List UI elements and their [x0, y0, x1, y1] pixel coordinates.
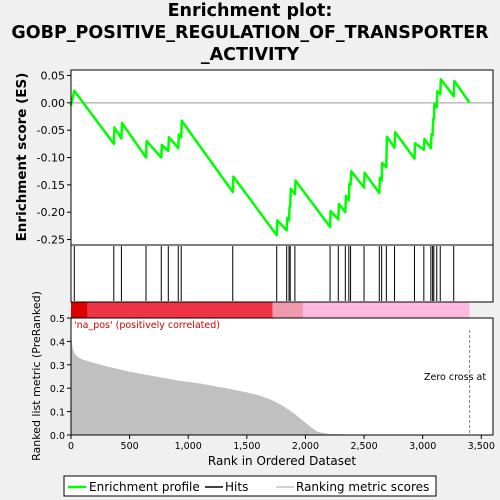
axes-layer: 0.05 0.00 -0.05 -0.10 -0.15 -0.20 -0.25 0.0 0.1 0…: [37, 69, 495, 452]
ranking-ytick-label: 0.5: [50, 314, 65, 325]
ranking-ytick-label: 0.1: [50, 408, 65, 419]
ranking-xtick-label: 1,000: [175, 441, 202, 452]
es-layer: [69, 78, 493, 237]
ranking-xtick-label: 500: [121, 441, 139, 452]
es-ytick-label: -0.15: [37, 179, 65, 192]
ranking-xlabel: Rank in Ordered Dataset: [208, 454, 356, 468]
ranking-ytick-label: 0.3: [50, 361, 65, 372]
ranking-panel-border: [70, 317, 494, 436]
es-ytick-label: 0.00: [41, 97, 66, 110]
legend: Enrichment profile Hits Ranking metric s…: [63, 475, 437, 497]
ranking-xtick-label: 2,500: [350, 441, 377, 452]
es-ytick-label: 0.05: [41, 69, 66, 82]
ranking-xtick-label: 3,000: [409, 441, 436, 452]
ranking-xtick-label: 1,500: [233, 441, 260, 452]
chart-title: Enrichment plot: GOBP_POSITIVE_REGULATIO…: [0, 0, 500, 66]
chart-title-line-3: _ACTIVITY: [200, 45, 300, 65]
legend-hits-label: Hits: [225, 480, 248, 494]
enrichment-profile-line: [69, 78, 471, 237]
es-ylabel: Enrichment score (ES): [14, 73, 30, 242]
ranking-xtick-label: 3,500: [468, 441, 495, 452]
ranking-ytick-label: 0.0: [50, 431, 65, 442]
ranking-xtick-label: 0: [68, 441, 74, 452]
colorbar-segment: [180, 302, 273, 318]
legend-box: [63, 475, 437, 497]
colorbar-segment: [272, 302, 304, 318]
ranking-xtick-label: 2,000: [292, 441, 319, 452]
na-pos-label: 'na_pos' (positively correlated): [74, 320, 220, 331]
es-ytick-label: -0.25: [37, 234, 65, 247]
ranking-ytick-label: 0.4: [50, 337, 65, 348]
rank-colorbar: [71, 301, 493, 318]
es-ytick-label: -0.20: [37, 206, 65, 219]
hits-layer: [73, 246, 455, 301]
colorbar-segment: [303, 302, 470, 318]
ranking-layer: [70, 330, 471, 436]
es-ytick-label: -0.05: [37, 124, 65, 137]
hits-panel-border: [70, 244, 494, 303]
colorbar-segment: [71, 302, 88, 318]
hits-panel-background: [71, 245, 493, 302]
chart-title-line-2: GOBP_POSITIVE_REGULATION_OF_TRANSPORTER: [11, 23, 489, 43]
colorbar-segment: [87, 302, 181, 318]
ranking-metric-area: [70, 339, 470, 436]
ranking-ylabel: Ranked list metric (PreRanked): [30, 291, 43, 461]
legend-enrichment-label: Enrichment profile: [89, 480, 200, 494]
legend-ranking-label: Ranking metric scores: [296, 480, 429, 494]
es-panel-background: [71, 70, 493, 245]
es-ytick-label: -0.10: [37, 152, 65, 165]
zero-cross-label: Zero cross at: [424, 372, 486, 383]
ranking-ytick-label: 0.2: [50, 384, 65, 395]
chart-title-line-1: Enrichment plot:: [167, 1, 333, 21]
